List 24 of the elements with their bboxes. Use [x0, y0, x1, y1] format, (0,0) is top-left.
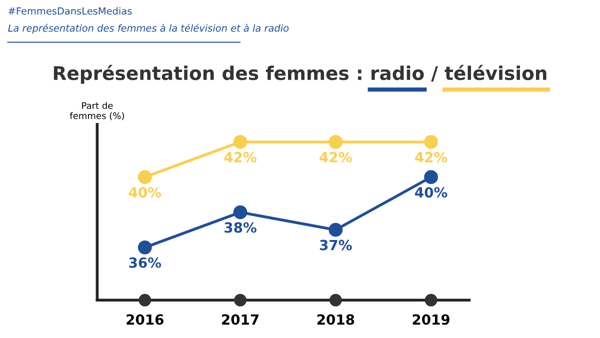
- x-tick-label: 2018: [317, 314, 354, 325]
- chart-title: Représentation des femmes : radio / télévision: [54, 64, 546, 84]
- point: [328, 135, 343, 149]
- point: [138, 170, 152, 184]
- data-label: 40%: [128, 187, 162, 198]
- data-label: 37%: [320, 240, 352, 250]
- point: [424, 135, 438, 149]
- point: [328, 222, 343, 237]
- x-tick-label: 2016: [126, 314, 164, 325]
- text: #FemmesDansLesMedias: [8, 7, 132, 15]
- point: [138, 240, 152, 254]
- text: La représentation des femmes à la télévision et à la radio: [8, 24, 289, 34]
- y-axis-title: Part de femmes (%): [70, 102, 124, 120]
- data-label: 36%: [129, 257, 162, 268]
- data-label: 40%: [415, 187, 448, 198]
- data-label: 42%: [224, 152, 256, 162]
- x-tick-label: 2017: [222, 314, 258, 325]
- point: [233, 205, 248, 220]
- point: [424, 170, 438, 184]
- data-label: 38%: [224, 222, 256, 233]
- point: [233, 135, 248, 149]
- x-tick-label: 2019: [412, 314, 450, 325]
- data-label: 42%: [320, 152, 352, 162]
- data-label: 42%: [415, 152, 448, 162]
